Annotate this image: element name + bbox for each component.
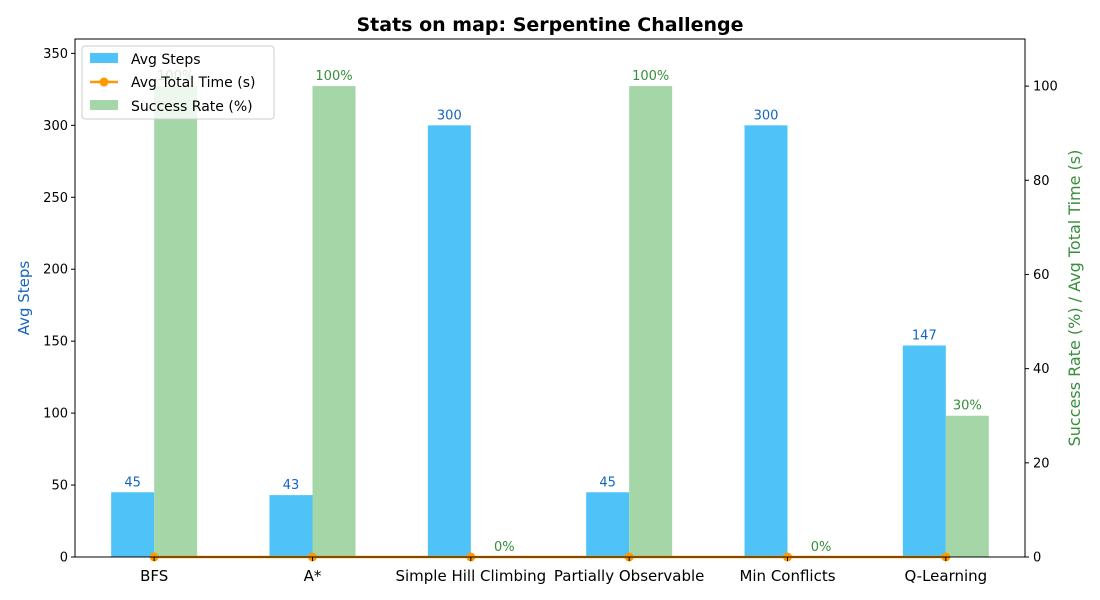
- left-tick-label-350: 350: [43, 47, 68, 62]
- chart-title: Stats on map: Serpentine Challenge: [356, 14, 743, 36]
- avg-steps-label-min-conflicts: 300: [754, 108, 779, 123]
- success-rate-bar-a: [312, 86, 356, 557]
- plot-frame: [74, 38, 1026, 558]
- right-tick-label-100: 100: [1033, 80, 1058, 95]
- x-tick-label-min-conflicts: Min Conflicts: [739, 567, 835, 585]
- x-tick-label-partially-observable: Partially Observable: [554, 567, 704, 585]
- avg-steps-bar-partially-observable: [586, 492, 630, 557]
- legend-frame: [81, 45, 275, 120]
- left-tick-label-0: 0: [60, 551, 68, 566]
- x-axis-ticks: BFS A* Simple Hill Climbing Partially Obser…: [140, 557, 987, 585]
- right-tick-label-80: 80: [1033, 174, 1050, 189]
- legend: Avg Steps Avg Total Time (s) Success Rat…: [81, 45, 275, 120]
- avg-steps-label-simple-hill-climbing: 300: [437, 108, 462, 123]
- success-rate-label-q-learning: 30%: [953, 399, 982, 414]
- success-rate-bar-partially-observable: [629, 86, 673, 557]
- avg-steps-bar-simple-hill-climbing: [427, 125, 471, 557]
- legend-label-success-rate: Success Rate (%): [131, 99, 253, 115]
- legend-marker-avg-total-time: [99, 77, 109, 87]
- success-rate-label-min-conflicts: 0%: [811, 540, 832, 555]
- legend-swatch-success-rate: [90, 100, 118, 110]
- legend-swatch-avg-steps: [90, 53, 118, 63]
- avg-steps-bar-bfs: [111, 492, 155, 557]
- left-tick-label-250: 250: [43, 191, 68, 206]
- avg-steps-label-q-learning: 147: [912, 328, 937, 343]
- legend-label-avg-steps: Avg Steps: [131, 52, 201, 68]
- success-rate-label-a: 100%: [315, 69, 352, 84]
- right-tick-label-20: 20: [1033, 456, 1050, 471]
- right-tick-label-40: 40: [1033, 362, 1050, 377]
- right-axis-ticks: 0 20 40 60 80 100: [1025, 80, 1058, 566]
- success-rate-bar-bfs: [154, 86, 198, 557]
- left-axis-ticks: 0 50 100 150 200 250 300 350: [43, 47, 75, 566]
- avg-steps-label-partially-observable: 45: [599, 475, 616, 490]
- avg-steps-label-bfs: 45: [124, 475, 141, 490]
- legend-label-avg-total-time: Avg Total Time (s): [131, 75, 255, 91]
- left-tick-label-200: 200: [43, 263, 68, 278]
- left-tick-label-100: 100: [43, 407, 68, 422]
- avg-steps-bar-q-learning: [902, 345, 946, 557]
- left-tick-label-300: 300: [43, 119, 68, 134]
- success-rate-label-partially-observable: 100%: [632, 69, 669, 84]
- x-tick-label-a: A*: [304, 567, 322, 585]
- success-rate-bars: [154, 86, 989, 557]
- x-tick-label-simple-hill-climbing: Simple Hill Climbing: [395, 567, 546, 585]
- left-axis-label: Avg Steps: [15, 261, 33, 336]
- avg-steps-label-a: 43: [283, 478, 300, 493]
- right-axis-label: Success Rate (%) / Avg Total Time (s): [1065, 150, 1084, 447]
- avg-steps-bars: [111, 125, 946, 557]
- right-tick-label-60: 60: [1033, 268, 1050, 283]
- avg-steps-bar-min-conflicts: [744, 125, 788, 557]
- left-tick-label-150: 150: [43, 335, 68, 350]
- x-tick-label-bfs: BFS: [140, 567, 168, 585]
- success-rate-bar-q-learning: [945, 415, 989, 557]
- x-tick-label-q-learning: Q-Learning: [904, 567, 987, 585]
- success-rate-label-simple-hill-climbing: 0%: [494, 540, 515, 555]
- avg-steps-bar-a: [269, 495, 313, 557]
- left-tick-label-50: 50: [51, 479, 68, 494]
- right-tick-label-0: 0: [1033, 551, 1041, 566]
